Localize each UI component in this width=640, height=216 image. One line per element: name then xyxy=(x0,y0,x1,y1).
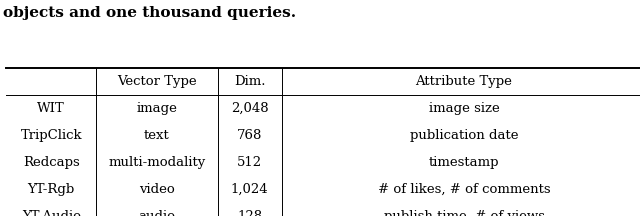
Text: YT-Rgb: YT-Rgb xyxy=(28,183,75,196)
Text: image size: image size xyxy=(429,102,499,115)
Text: timestamp: timestamp xyxy=(429,156,499,169)
Text: audio: audio xyxy=(138,210,175,216)
Text: video: video xyxy=(139,183,175,196)
Text: Attribute Type: Attribute Type xyxy=(415,75,513,88)
Text: image: image xyxy=(136,102,177,115)
Text: publish time, # of views: publish time, # of views xyxy=(383,210,545,216)
Text: 768: 768 xyxy=(237,129,262,142)
Text: text: text xyxy=(144,129,170,142)
Text: TripClick: TripClick xyxy=(20,129,82,142)
Text: # of likes, # of comments: # of likes, # of comments xyxy=(378,183,550,196)
Text: WIT: WIT xyxy=(37,102,65,115)
Text: Redcaps: Redcaps xyxy=(23,156,79,169)
Text: Vector Type: Vector Type xyxy=(117,75,196,88)
Text: 2,048: 2,048 xyxy=(231,102,268,115)
Text: multi-modality: multi-modality xyxy=(108,156,205,169)
Text: YT-Audio: YT-Audio xyxy=(22,210,81,216)
Text: Dim.: Dim. xyxy=(234,75,266,88)
Text: 1,024: 1,024 xyxy=(231,183,268,196)
Text: publication date: publication date xyxy=(410,129,518,142)
Text: 128: 128 xyxy=(237,210,262,216)
Text: objects and one thousand queries.: objects and one thousand queries. xyxy=(3,6,296,21)
Text: 512: 512 xyxy=(237,156,262,169)
